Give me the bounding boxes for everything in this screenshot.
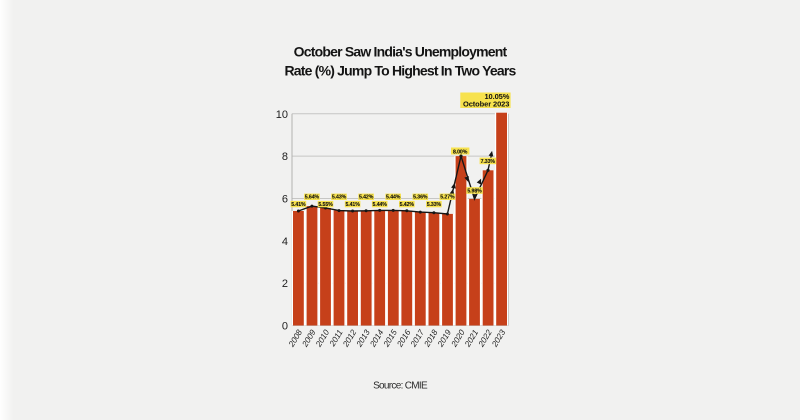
svg-text:5.42%: 5.42% — [359, 195, 374, 201]
svg-text:7.33%: 7.33% — [481, 159, 496, 165]
svg-text:5.36%: 5.36% — [413, 195, 428, 201]
svg-text:5.27%: 5.27% — [440, 195, 455, 201]
svg-text:8: 8 — [282, 151, 288, 163]
svg-text:5.98%: 5.98% — [467, 189, 482, 195]
svg-text:6: 6 — [282, 194, 288, 206]
svg-text:8.00%: 8.00% — [453, 150, 468, 156]
svg-text:10.05%: 10.05% — [484, 92, 509, 101]
svg-text:Rate (%) Jump To Highest In Tw: Rate (%) Jump To Highest In Two Years — [284, 63, 516, 79]
svg-text:4: 4 — [282, 236, 288, 248]
svg-text:5.64%: 5.64% — [305, 195, 320, 201]
svg-text:5.44%: 5.44% — [373, 202, 388, 208]
svg-text:5.55%: 5.55% — [318, 202, 333, 208]
svg-text:October 2023: October 2023 — [463, 100, 509, 109]
svg-text:5.44%: 5.44% — [386, 195, 401, 201]
svg-text:October Saw India's Unemployme: October Saw India's Unemployment — [294, 44, 508, 60]
svg-text:5.42%: 5.42% — [400, 202, 415, 208]
svg-text:5.41%: 5.41% — [291, 202, 306, 208]
svg-text:0: 0 — [282, 321, 288, 333]
svg-text:5.41%: 5.41% — [345, 202, 360, 208]
svg-text:2: 2 — [282, 278, 288, 290]
svg-text:10: 10 — [276, 109, 288, 121]
svg-text:5.33%: 5.33% — [427, 202, 442, 208]
svg-text:5.43%: 5.43% — [332, 195, 347, 201]
svg-text:Source: CMIE: Source: CMIE — [373, 381, 428, 392]
